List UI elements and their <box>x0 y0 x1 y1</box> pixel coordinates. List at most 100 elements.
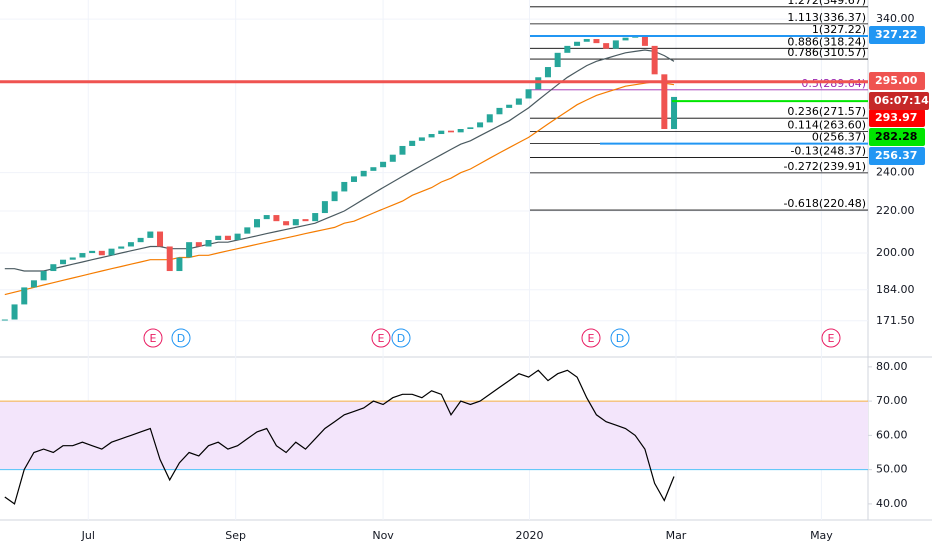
candle <box>418 137 425 141</box>
candle <box>341 181 348 192</box>
event-label: D <box>616 332 624 345</box>
rsi-line <box>4 369 675 505</box>
fib-label: 0.5(289.64) <box>801 77 866 90</box>
candle <box>30 280 37 288</box>
candle <box>486 114 493 123</box>
candle <box>525 89 532 99</box>
candle <box>380 161 387 168</box>
countdown: 06:07:14 <box>874 94 929 107</box>
event-marker <box>143 328 163 348</box>
candle <box>273 215 280 222</box>
candle <box>137 237 144 243</box>
rsi-tick-label: 80.00 <box>876 360 908 373</box>
candle <box>79 253 86 258</box>
event-label: D <box>397 332 405 345</box>
price-badge <box>869 147 925 165</box>
candle <box>506 104 513 108</box>
price-badge <box>869 109 925 127</box>
candle <box>428 134 435 138</box>
candle <box>21 287 28 305</box>
candle <box>186 242 193 258</box>
candle <box>127 242 134 247</box>
x-tick-label: Nov <box>372 529 394 542</box>
candle <box>593 39 600 44</box>
candle <box>671 96 678 130</box>
event-label: E <box>828 332 835 345</box>
candle <box>234 233 241 241</box>
rsi-tick-label: 40.00 <box>876 497 908 510</box>
fib-label: 0.886(318.24) <box>787 35 866 48</box>
candle <box>583 39 590 42</box>
x-tick-label: May <box>810 529 833 542</box>
candle <box>89 250 96 254</box>
candle <box>535 77 542 90</box>
candle <box>283 221 290 226</box>
price-badge <box>869 72 925 90</box>
fib-label: -0.272(239.91) <box>783 160 866 173</box>
x-tick-label: Sep <box>225 529 246 542</box>
price-badge-label: 256.37 <box>875 149 917 162</box>
candle <box>574 41 581 46</box>
candle <box>292 219 299 226</box>
y-tick-label: 200.00 <box>876 246 915 259</box>
moving-average <box>4 81 675 296</box>
candle <box>467 127 474 130</box>
candle <box>244 227 251 234</box>
candle <box>147 231 154 238</box>
candle <box>457 129 464 133</box>
candle <box>360 170 367 177</box>
candle <box>438 130 445 135</box>
x-tick-label: 2020 <box>516 529 544 542</box>
candle <box>69 257 76 260</box>
candle <box>176 257 183 272</box>
candle <box>622 37 629 41</box>
candle <box>651 45 658 75</box>
event-marker <box>821 328 841 348</box>
price-badge-label: 293.97 <box>875 111 917 124</box>
candle <box>118 246 125 249</box>
candle <box>350 176 357 182</box>
price-badge-label: 282.28 <box>875 130 917 143</box>
candle <box>108 248 115 256</box>
price-badge-label: 295.00 <box>875 74 918 87</box>
event-label: D <box>177 332 185 345</box>
candle <box>447 130 454 133</box>
fib-label: -0.618(220.48) <box>783 197 866 210</box>
rsi-tick-label: 50.00 <box>876 463 908 476</box>
candle <box>302 219 309 222</box>
event-label: E <box>378 332 385 345</box>
event-marker <box>581 328 601 348</box>
fib-label: 0.114(263.60) <box>787 118 866 131</box>
event-marker <box>610 328 630 348</box>
event-marker <box>371 328 391 348</box>
candle <box>40 271 47 281</box>
candle <box>321 201 328 214</box>
candle <box>370 167 377 171</box>
rsi-band <box>0 401 868 470</box>
candle <box>166 246 173 272</box>
rsi-tick-label: 60.00 <box>876 428 908 441</box>
event-marker <box>391 328 411 348</box>
candle <box>157 231 164 247</box>
candle <box>98 250 105 256</box>
candle <box>60 259 67 265</box>
price-badge <box>869 128 925 146</box>
candle <box>389 154 396 162</box>
price-badge-label: 327.22 <box>875 28 917 41</box>
fib-label: 1(327.22) <box>812 23 866 36</box>
candle <box>11 304 18 320</box>
candle <box>263 215 270 220</box>
fib-label: 0(256.37) <box>812 131 866 144</box>
fib-label: 1.272(349.67) <box>787 0 866 7</box>
fib-label: -0.13(248.37) <box>790 145 866 158</box>
event-marker <box>171 328 191 348</box>
candle <box>409 140 416 146</box>
y-tick-label: 171.50 <box>876 314 915 327</box>
candle <box>564 45 571 53</box>
y-tick-label: 184.00 <box>876 283 915 296</box>
candle <box>515 98 522 105</box>
event-label: E <box>588 332 595 345</box>
candle <box>215 235 222 241</box>
candle <box>661 74 668 130</box>
countdown-badge <box>869 92 929 110</box>
